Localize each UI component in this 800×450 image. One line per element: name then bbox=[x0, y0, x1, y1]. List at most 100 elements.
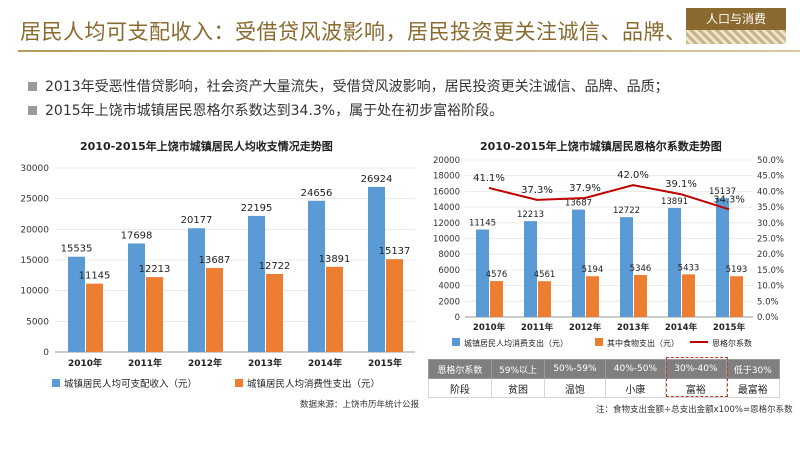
y2-tick-label: 35.0% bbox=[757, 203, 784, 213]
engel-coefficient-chart: 0 2000 4000 6000 8000 10000 12000 14000 16000 180… bbox=[433, 156, 784, 348]
engel-data-label: 34.3% bbox=[713, 194, 745, 205]
expense-bar bbox=[386, 259, 403, 352]
income-bar bbox=[188, 228, 205, 352]
income-expense-chart: 0 5000 10000 15000 20000 25000 30000 15535 11145… bbox=[20, 164, 415, 390]
food-bar bbox=[682, 274, 695, 317]
section-tag: 人口与消费 bbox=[686, 8, 786, 30]
y2-tick-label: 10.0% bbox=[757, 282, 784, 292]
food-data-label: 5433 bbox=[678, 263, 700, 273]
engel-data-label: 37.9% bbox=[569, 183, 601, 194]
consumption-data-label: 12722 bbox=[613, 206, 640, 216]
engel-note: 注：食物支出金额÷总支出金额x100%=恩格尔系数 bbox=[596, 405, 793, 415]
tag-decoration bbox=[686, 30, 786, 44]
bullet-list: 2013年受恶性借贷影响，社会资产大量流失，受借贷风波影响，居民投资更关注诚信、… bbox=[28, 74, 669, 122]
y-tick-label: 12000 bbox=[433, 219, 460, 229]
x-tick-label: 2014年 bbox=[665, 322, 698, 333]
engel-data-label: 42.0% bbox=[617, 170, 649, 181]
bullet-text: 2015年上饶市城镇居民恩格尔系数达到34.3%，属于处在初步富裕阶段。 bbox=[45, 103, 504, 119]
y2-tick-label: 45.0% bbox=[757, 172, 784, 182]
y-tick-label: 4000 bbox=[438, 282, 460, 292]
consumption-bar bbox=[572, 209, 585, 317]
consumption-data-label: 12213 bbox=[517, 210, 544, 220]
consumption-data-label: 13891 bbox=[661, 197, 688, 207]
expense-bar bbox=[326, 266, 343, 352]
expense-data-label: 15137 bbox=[379, 246, 411, 257]
x-tick-label: 2015年 bbox=[713, 322, 746, 333]
income-bar bbox=[68, 256, 85, 352]
table-cell: 温饱 bbox=[544, 378, 606, 398]
x-tick-label: 2013年 bbox=[248, 357, 282, 369]
expense-bar bbox=[266, 273, 283, 352]
food-bar bbox=[586, 276, 599, 317]
x-tick-label: 2011年 bbox=[521, 322, 554, 333]
legend-swatch-food bbox=[595, 338, 603, 346]
table-cell: 最富裕 bbox=[725, 378, 781, 398]
x-tick-label: 2012年 bbox=[569, 322, 602, 333]
legend-label: 城镇居民人均可支配收入（元） bbox=[64, 378, 197, 390]
bullet-text: 2013年受恶性借贷影响，社会资产大量流失，受借贷风波影响，居民投资更关注诚信、… bbox=[45, 79, 669, 95]
chart2-title: 2010-2015年上饶市城镇居民恩格尔系数走势图 bbox=[480, 140, 722, 153]
table-cell: 30%-40% bbox=[665, 359, 727, 379]
table-cell: 阶段 bbox=[428, 378, 492, 398]
expense-data-label: 11145 bbox=[79, 271, 111, 282]
chart1-title: 2010-2015年上饶市城镇居民人均收支情况走势图 bbox=[80, 140, 333, 153]
expense-bar bbox=[206, 268, 223, 352]
table-cell: 富裕 bbox=[665, 378, 727, 398]
engel-table-header-row: 恩格尔系数 59%以上 50%-59% 40%-50% 30%-40% 低于30… bbox=[428, 359, 781, 379]
consumption-data-label: 13687 bbox=[565, 199, 592, 209]
y2-tick-label: 20.0% bbox=[757, 250, 784, 260]
legend-swatch-consumption bbox=[452, 338, 460, 346]
y2-tick-label: 30.0% bbox=[757, 219, 784, 229]
y-tick-label: 20000 bbox=[433, 156, 460, 166]
food-data-label: 5194 bbox=[582, 265, 604, 275]
y2-tick-label: 40.0% bbox=[757, 187, 784, 197]
income-data-label: 26924 bbox=[361, 174, 393, 185]
food-bar bbox=[538, 281, 551, 317]
y-tick-label: 10000 bbox=[433, 235, 460, 245]
y-tick-label: 16000 bbox=[433, 187, 460, 197]
highlight-current-stage bbox=[666, 357, 728, 397]
bullet-item: 2015年上饶市城镇居民恩格尔系数达到34.3%，属于处在初步富裕阶段。 bbox=[28, 98, 669, 122]
income-bar bbox=[248, 215, 265, 352]
data-source: 数据来源：上饶市历年统计公报 bbox=[300, 400, 420, 410]
engel-table-stage-row: 阶段 贫困 温饱 小康 富裕 最富裕 bbox=[428, 378, 781, 398]
legend-swatch-income bbox=[52, 379, 60, 387]
income-bar bbox=[308, 200, 325, 352]
x-tick-label: 2014年 bbox=[308, 357, 342, 369]
table-cell: 小康 bbox=[604, 378, 667, 398]
y-tick-label: 2000 bbox=[438, 297, 460, 307]
food-data-label: 4576 bbox=[486, 270, 508, 280]
x-tick-label: 2010年 bbox=[473, 322, 506, 333]
y-tick-label: 5000 bbox=[26, 317, 49, 327]
y-tick-label: 25000 bbox=[20, 195, 49, 205]
expense-bar bbox=[146, 277, 163, 352]
expense-data-label: 12213 bbox=[139, 264, 171, 275]
engel-line bbox=[488, 184, 730, 211]
y-tick-label: 6000 bbox=[438, 266, 460, 276]
title-divider bbox=[18, 50, 800, 52]
y-tick-label: 18000 bbox=[433, 172, 460, 182]
food-bar bbox=[634, 275, 647, 317]
legend-swatch-expense bbox=[235, 379, 243, 387]
y-tick-label: 20000 bbox=[20, 225, 49, 235]
y-tick-label: 0 bbox=[43, 348, 49, 358]
engel-data-label: 37.3% bbox=[521, 185, 553, 196]
income-data-label: 20177 bbox=[181, 215, 213, 226]
y-tick-label: 14000 bbox=[433, 203, 460, 213]
income-bar bbox=[128, 243, 145, 352]
food-data-label: 5346 bbox=[630, 264, 652, 274]
consumption-bar bbox=[716, 198, 729, 317]
table-cell: 恩格尔系数 bbox=[428, 359, 492, 379]
consumption-bar bbox=[524, 221, 537, 317]
engel-table: 恩格尔系数 59%以上 50%-59% 40%-50% 30%-40% 低于30… bbox=[428, 359, 781, 398]
consumption-bar bbox=[476, 229, 489, 317]
bullet-item: 2013年受恶性借贷影响，社会资产大量流失，受借贷风波影响，居民投资更关注诚信、… bbox=[28, 74, 669, 98]
expense-data-label: 13687 bbox=[199, 255, 231, 266]
food-data-label: 5193 bbox=[726, 265, 748, 275]
x-tick-label: 2015年 bbox=[368, 357, 402, 369]
engel-data-label: 41.1% bbox=[473, 173, 505, 184]
expense-data-label: 13891 bbox=[319, 254, 351, 265]
y2-tick-label: 50.0% bbox=[757, 156, 784, 166]
legend-label: 恩格尔系数 bbox=[712, 338, 752, 348]
expense-bar bbox=[86, 283, 103, 352]
